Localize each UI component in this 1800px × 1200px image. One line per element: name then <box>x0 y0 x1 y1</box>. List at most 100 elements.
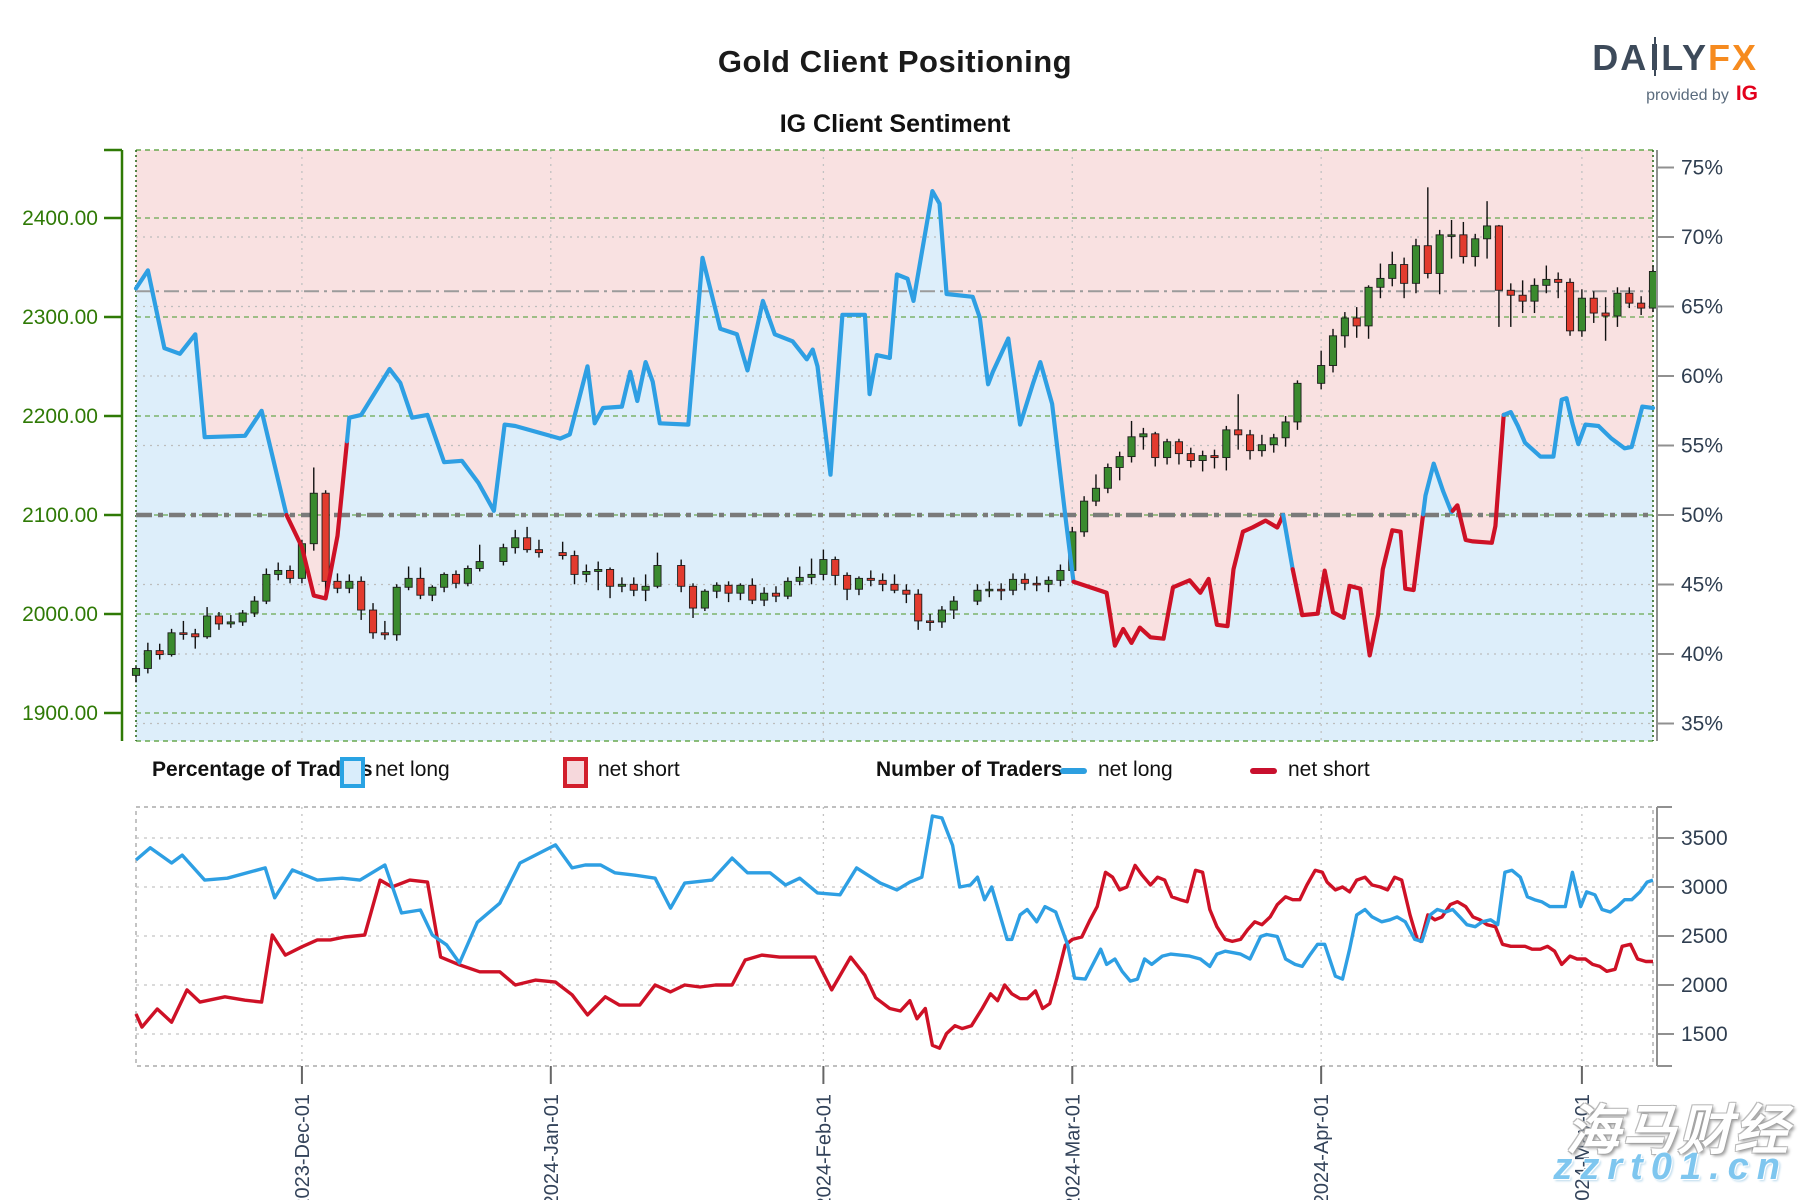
candle-up <box>1044 579 1053 585</box>
pct-net-long-line <box>344 189 1076 584</box>
candle-up <box>582 570 591 575</box>
legend-swatch-net-short-line <box>1250 768 1277 774</box>
dailyfx-logo: DA LYFX provided by IG <box>1592 37 1758 106</box>
candle-down <box>926 620 935 623</box>
candle-down <box>890 583 899 591</box>
count-axis-label: 2000 <box>1681 974 1728 997</box>
legend-title-percentage-of-traders: Percentage of Traders <box>152 758 373 781</box>
candle-up <box>1364 286 1373 327</box>
candle-down <box>1032 582 1041 586</box>
candle-up <box>1056 569 1065 581</box>
candle-up <box>262 573 271 602</box>
candle-down <box>914 593 923 622</box>
percent-axis-label: 60% <box>1681 365 1723 388</box>
candle-down <box>1352 317 1361 327</box>
candle-up <box>1198 455 1207 462</box>
percent-axis-label: 55% <box>1681 435 1723 458</box>
candle-down <box>523 537 532 551</box>
candle-down <box>451 573 461 584</box>
candle-up <box>1293 382 1302 423</box>
candle-down <box>1554 278 1563 283</box>
candle-down <box>214 615 224 625</box>
candle-up <box>309 492 318 545</box>
candle-down <box>570 555 579 575</box>
candle-down <box>1637 302 1646 309</box>
candle-up <box>1257 444 1266 452</box>
candle-down <box>677 565 686 587</box>
candle-down <box>155 650 164 656</box>
candle-down <box>771 592 781 597</box>
price-axis-label: 2000.00 <box>22 603 98 626</box>
candle-up <box>1222 429 1231 459</box>
candle-down <box>831 559 840 576</box>
pct-net-short-line <box>1071 512 1286 648</box>
page-title: Gold Client Positioning <box>717 44 1073 79</box>
candle-up <box>1163 441 1172 459</box>
candle-down <box>1423 245 1432 274</box>
candle-up <box>594 569 603 572</box>
percent-axis-label: 65% <box>1681 296 1723 319</box>
candle-down <box>368 609 378 634</box>
pct-net-long-line <box>133 268 289 518</box>
candle-down <box>748 584 757 601</box>
candle-up <box>1127 436 1136 458</box>
candle-down <box>997 588 1006 592</box>
candle-up <box>1613 292 1622 317</box>
candle-up <box>250 600 259 614</box>
date-axis-label: 2024-Mar-01 <box>1062 1094 1084 1200</box>
legend-swatch-net-long-area <box>340 757 365 788</box>
logo-text-fx: FX <box>1707 37 1758 78</box>
candle-down <box>688 585 698 609</box>
candle-down <box>1589 297 1598 314</box>
candle-down <box>534 549 544 554</box>
candle-up <box>499 547 508 562</box>
candle-up <box>1008 578 1018 591</box>
candle-down <box>1210 455 1219 459</box>
candle-up <box>807 573 816 578</box>
candle-up <box>1269 437 1278 446</box>
candle-down <box>866 577 875 581</box>
candle-up <box>1411 245 1421 284</box>
date-axis-label: 2024-Apr-01 <box>1311 1094 1333 1200</box>
pct-net-long-line <box>1501 396 1656 459</box>
candle-up <box>1317 365 1326 384</box>
candle-down <box>179 632 188 635</box>
candle-up <box>854 577 863 590</box>
candle-up <box>700 590 709 609</box>
candle-up <box>404 577 413 588</box>
chart-subtitle: IG Client Sentiment <box>779 110 1011 138</box>
logo-text-da: DA <box>1592 37 1649 78</box>
candle-up <box>203 615 212 638</box>
ig-logo: IG <box>1735 82 1758 105</box>
candle-down <box>416 577 425 596</box>
candlestick-icon <box>1652 37 1658 76</box>
date-axis-label: 2023-Dec-01 <box>292 1094 314 1200</box>
candle-down <box>1518 294 1527 302</box>
num-net-long-line <box>134 814 1654 983</box>
legend-label-num-net-long: net long <box>1098 758 1173 781</box>
candle-up <box>783 580 792 597</box>
candle-down <box>1506 289 1515 296</box>
candle-down <box>1020 578 1029 584</box>
net-short-shaded-area <box>136 150 1653 656</box>
net-long-shaded-area <box>136 191 1653 742</box>
candle-up <box>392 586 401 636</box>
candle-up <box>475 561 484 569</box>
candle-down <box>902 589 911 595</box>
candle-down <box>1400 264 1409 284</box>
candle-up <box>760 592 769 601</box>
candle-up <box>1281 421 1290 439</box>
num-net-short-line <box>134 863 1653 1050</box>
candle-down <box>1186 453 1195 461</box>
date-axis-label: 2024-May-01 <box>1572 1094 1594 1200</box>
legend-title-number-of-traders: Number of Traders <box>876 758 1063 781</box>
price-axis-label: 1900.00 <box>22 702 98 725</box>
candle-up <box>1139 433 1148 438</box>
provided-by-label: provided by <box>1646 87 1729 104</box>
candle-up <box>463 568 472 584</box>
candle-up <box>167 632 176 656</box>
candle-down <box>357 580 366 611</box>
candle-up <box>131 668 141 676</box>
